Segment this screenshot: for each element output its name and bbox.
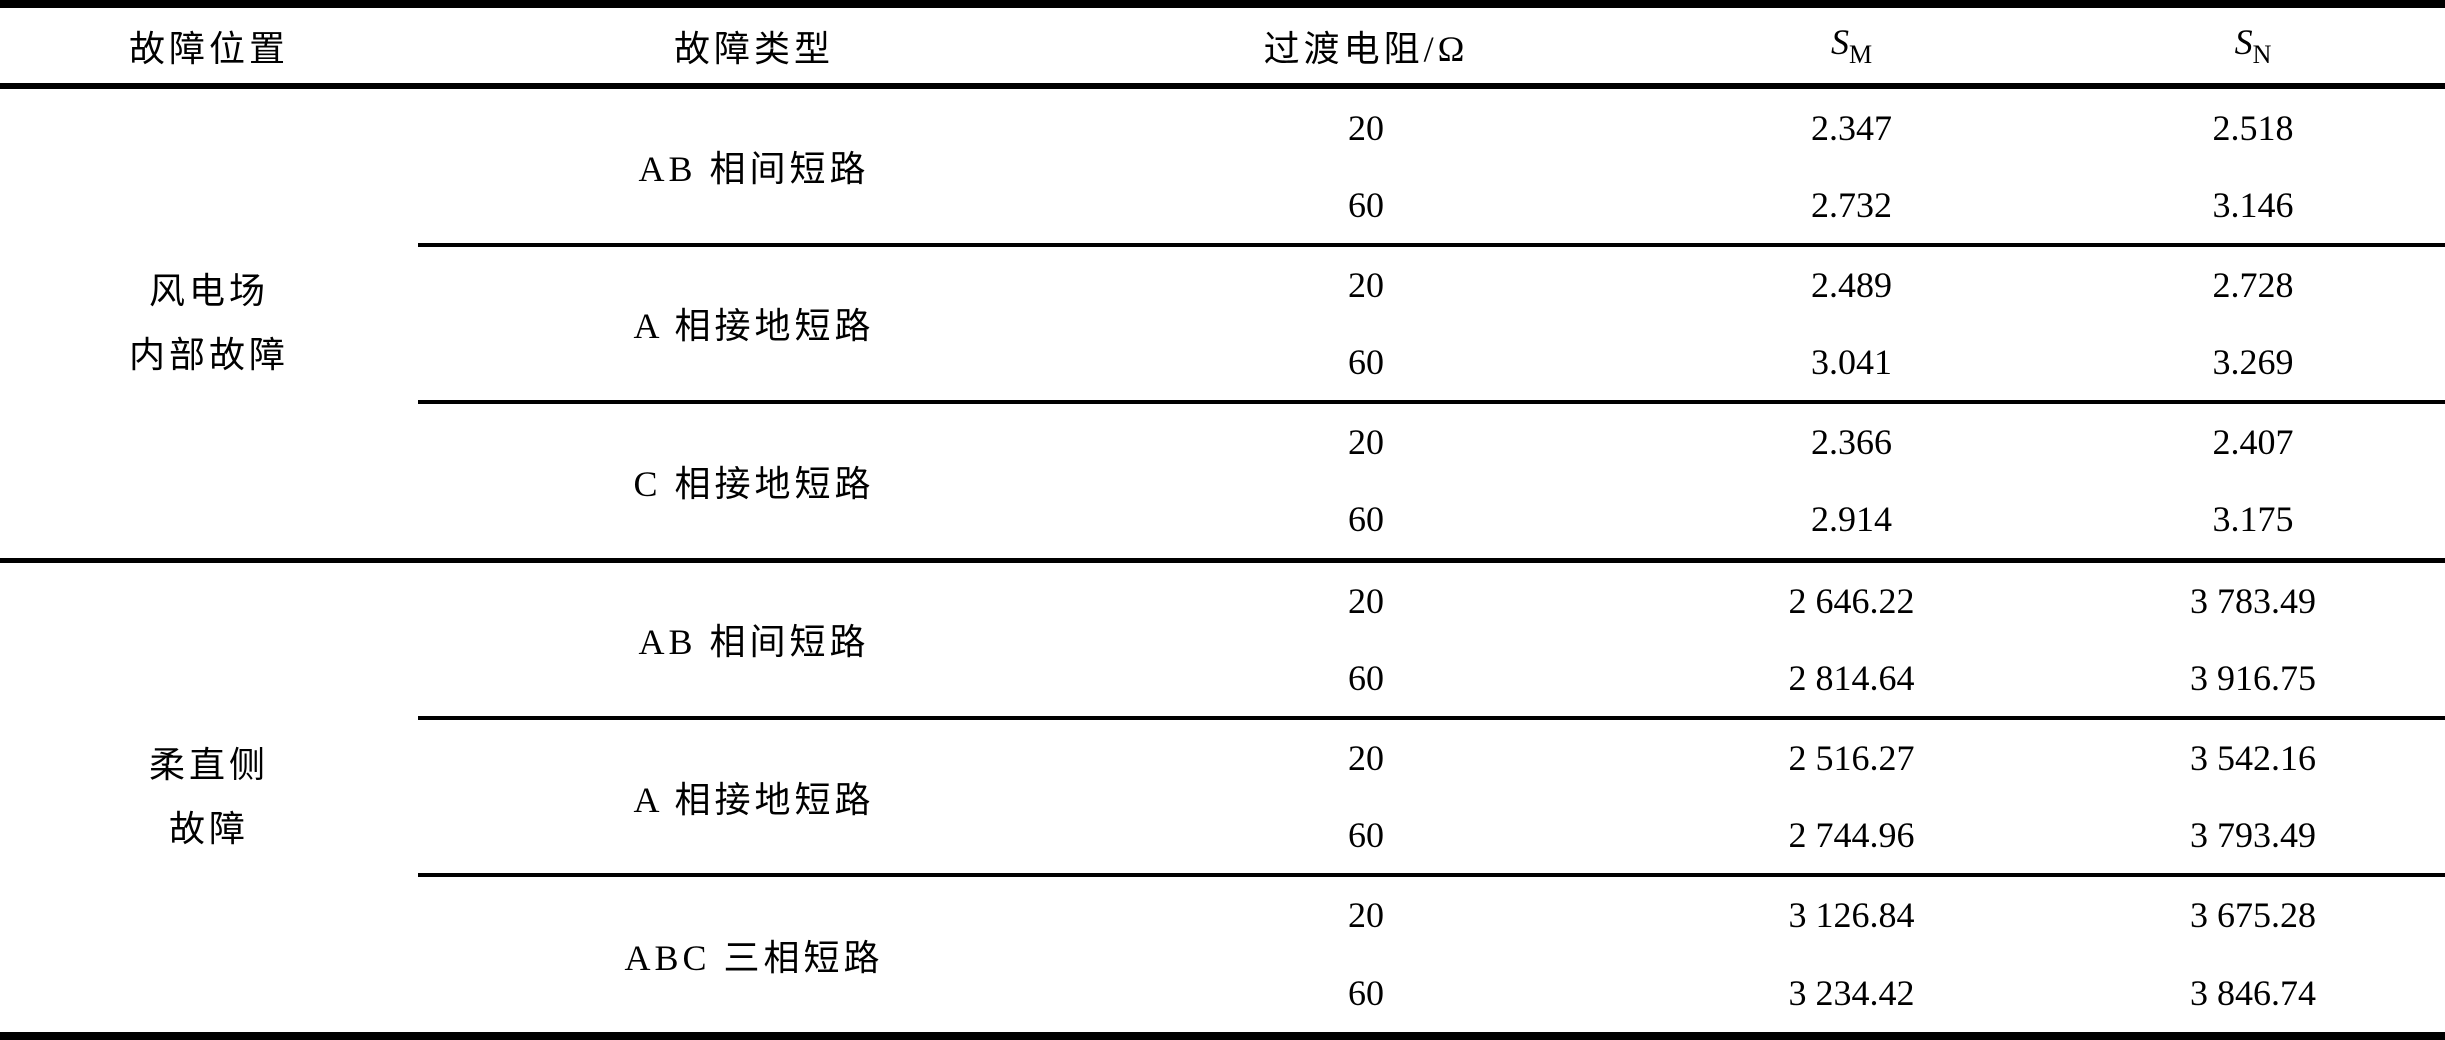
cell-sn: 2.728 bbox=[2212, 265, 2294, 306]
table-row: ABC 三相短路 20 3 126.84 3 675.28 bbox=[0, 875, 2445, 977]
fault-type-cell: C 相接地短路 bbox=[418, 402, 1090, 563]
cell-sn: 3.175 bbox=[2061, 480, 2445, 563]
cell-resistance: 20 bbox=[1348, 265, 1384, 306]
cell-resistance: 60 bbox=[1090, 480, 1642, 563]
cell-sm: 3.041 bbox=[1642, 323, 2061, 405]
cell-sm: 2.347 bbox=[1811, 107, 1892, 148]
fault-location-cell: 风电场 内部故障 bbox=[0, 86, 418, 563]
cell-sn: 3.269 bbox=[2061, 323, 2445, 405]
sn-symbol: S bbox=[2234, 22, 2253, 62]
cell-resistance: 20 bbox=[1348, 895, 1384, 936]
cell-sm: 2 744.96 bbox=[1642, 796, 2061, 878]
cell-sn: 2.518 bbox=[2212, 107, 2294, 148]
cell-sn: 2.407 bbox=[2212, 422, 2294, 463]
cell-sm: 3 126.84 bbox=[1788, 895, 1915, 936]
cell-sm: 2.366 bbox=[1811, 422, 1892, 463]
cell-sn: 3 793.49 bbox=[2061, 796, 2445, 878]
cell-sn: 3 916.75 bbox=[2061, 639, 2445, 721]
fault-type-cell: AB 相间短路 bbox=[418, 86, 1090, 247]
fault-type-cell: AB 相间短路 bbox=[418, 560, 1090, 721]
fault-location-line: 柔直侧 bbox=[148, 745, 269, 786]
cell-sm: 2.732 bbox=[1642, 166, 2061, 247]
col-header-sm: SM bbox=[1642, 4, 2061, 89]
fault-type-cell: A 相接地短路 bbox=[418, 244, 1090, 405]
fault-location-line: 风电场 bbox=[148, 271, 269, 312]
table-row: 60 2.914 3.175 bbox=[0, 480, 2445, 563]
col-header-fault-type: 故障类型 bbox=[418, 4, 1090, 89]
fault-type-cell: ABC 三相短路 bbox=[624, 937, 884, 978]
cell-resistance: 20 bbox=[1348, 738, 1384, 779]
table-row: 60 2 814.64 3 916.75 bbox=[0, 639, 2445, 721]
sn-subscript: N bbox=[2252, 40, 2272, 69]
cell-resistance: 20 bbox=[1348, 581, 1384, 622]
table-row: 60 3 234.42 3 846.74 bbox=[0, 954, 2445, 1036]
fault-location-cell: 柔直侧 故障 bbox=[0, 560, 418, 1036]
table-row: 60 2.732 3.146 bbox=[0, 166, 2445, 247]
cell-resistance: 60 bbox=[1090, 166, 1642, 247]
col-header-transition-resistance: 过渡电阻/Ω bbox=[1090, 4, 1642, 89]
table-header-row: 故障位置 故障类型 过渡电阻/Ω SM SN bbox=[0, 4, 2445, 89]
fault-type-cell: A 相接地短路 bbox=[418, 718, 1090, 878]
cell-sn: 3 846.74 bbox=[2190, 972, 2316, 1013]
table-row: 风电场 内部故障 AB 相间短路 20 2.347 2.518 bbox=[0, 86, 2445, 563]
cell-resistance: 60 bbox=[1090, 323, 1642, 405]
cell-sm: 2 646.22 bbox=[1788, 581, 1915, 622]
table-row: 60 2 744.96 3 793.49 bbox=[0, 796, 2445, 878]
cell-sm: 2.914 bbox=[1642, 480, 2061, 563]
table-row: 60 3.041 3.269 bbox=[0, 323, 2445, 405]
cell-sn: 3 675.28 bbox=[2190, 895, 2316, 936]
cell-resistance: 60 bbox=[1090, 639, 1642, 721]
sm-subscript: M bbox=[1848, 40, 1873, 69]
table-row: C 相接地短路 20 2.366 2.407 bbox=[0, 402, 2445, 563]
cell-resistance: 20 bbox=[1348, 422, 1384, 463]
fault-location-line: 故障 bbox=[168, 809, 249, 850]
cell-sn: 3 783.49 bbox=[2190, 581, 2316, 622]
col-header-sn: SN bbox=[2061, 4, 2445, 89]
col-header-fault-location: 故障位置 bbox=[0, 4, 418, 89]
table-row: A 相接地短路 20 2 516.27 3 542.16 bbox=[0, 718, 2445, 878]
cell-sm: 2.489 bbox=[1811, 265, 1892, 306]
fault-location-line: 内部故障 bbox=[128, 335, 289, 376]
cell-sm: 3 234.42 bbox=[1788, 972, 1915, 1013]
cell-resistance: 60 bbox=[1090, 796, 1642, 878]
cell-sm: 2 516.27 bbox=[1788, 738, 1915, 779]
cell-sn: 3 542.16 bbox=[2190, 738, 2316, 779]
cell-sm: 2 814.64 bbox=[1642, 639, 2061, 721]
sm-symbol: S bbox=[1830, 22, 1849, 62]
table-row: A 相接地短路 20 2.489 2.728 bbox=[0, 244, 2445, 405]
cell-resistance: 20 bbox=[1348, 107, 1384, 148]
cell-sn: 3.146 bbox=[2061, 166, 2445, 247]
table-row: 柔直侧 故障 AB 相间短路 20 2 646.22 3 783.49 bbox=[0, 560, 2445, 849]
cell-resistance: 60 bbox=[1348, 972, 1384, 1013]
